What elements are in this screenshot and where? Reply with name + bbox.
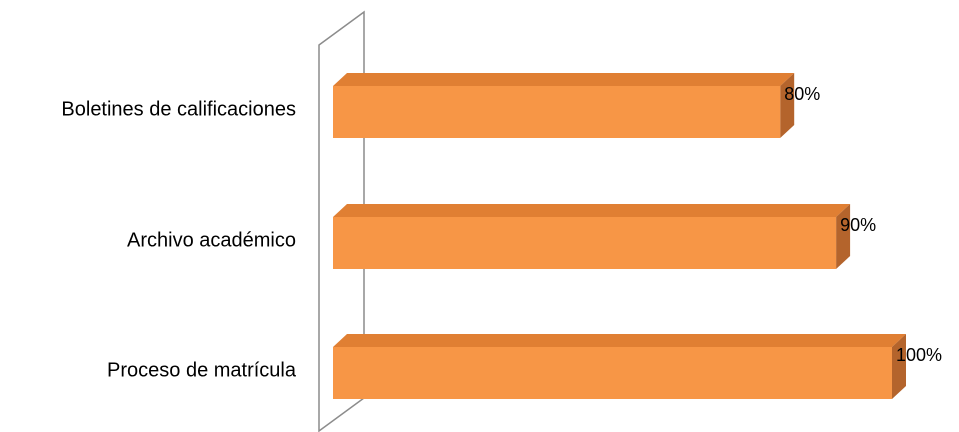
bar-1 xyxy=(333,73,795,138)
category-label: Archivo académico xyxy=(127,229,296,251)
bar-2 xyxy=(333,204,851,269)
category-label: Proceso de matrícula xyxy=(107,359,297,381)
data-label: 80% xyxy=(784,84,820,104)
bars-group xyxy=(333,73,906,399)
category-label: Boletines de calificaciones xyxy=(61,98,296,120)
bar-top-face xyxy=(333,73,795,86)
bar-front-face xyxy=(333,86,781,138)
bar-side-face xyxy=(780,73,795,138)
bar-3 xyxy=(333,334,906,399)
data-labels: 80% 90% 100% xyxy=(784,84,942,365)
bar-side-face xyxy=(892,334,906,399)
bar-side-face xyxy=(836,204,851,269)
bar-front-face xyxy=(333,347,892,399)
category-labels: Boletines de calificaciones Archivo acadé… xyxy=(61,98,296,381)
bar-top-face xyxy=(333,204,851,217)
bar-top-face xyxy=(333,334,906,347)
data-label: 90% xyxy=(840,215,876,235)
data-label: 100% xyxy=(896,345,942,365)
bar-front-face xyxy=(333,217,837,269)
